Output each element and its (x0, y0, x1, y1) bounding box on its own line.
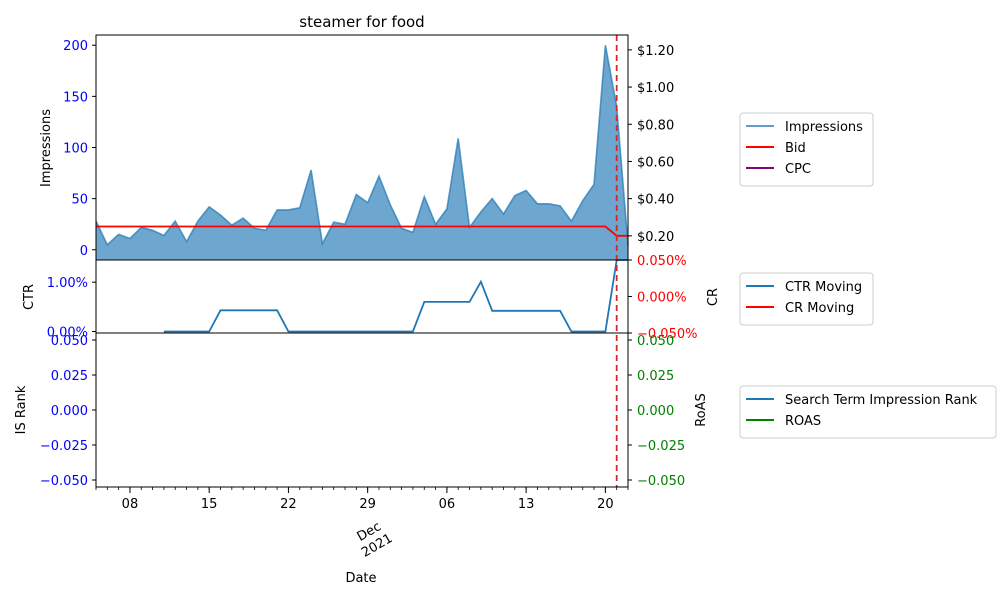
roas-ytick-label: 0.050 (637, 334, 674, 349)
impressions-ytick-label: 200 (63, 39, 88, 54)
is-rank-ytick-label: 0.050 (51, 334, 88, 349)
impressions-area (96, 45, 628, 261)
y-axis-label-impressions: Impressions (39, 109, 54, 187)
roas-ytick-label: 0.000 (637, 404, 674, 419)
roas-ytick-label: −0.050 (637, 474, 685, 489)
legend-label: CR Moving (785, 301, 854, 316)
x-tick-label: 13 (518, 497, 535, 512)
y2-axis-label-cr: CR (706, 288, 721, 306)
legend-label: Search Term Impression Rank (785, 393, 978, 408)
is-rank-ytick-label: 0.025 (51, 369, 88, 384)
y-axis-label-is-rank: IS Rank (14, 385, 29, 434)
legend-label: CTR Moving (785, 280, 862, 295)
plot-layer: 0 50 100 150 200 $0.20 $0.40 $0.60 $0.80 $1.00 $1.… (40, 34, 697, 512)
x-axis-label: Date (345, 571, 376, 586)
ctr-ytick-label: 0.00% (47, 326, 88, 341)
x-sublabel: Dec 2021 (355, 519, 396, 560)
y2-axis-label-roas: RoAS (694, 393, 709, 427)
x-tick-label: 22 (280, 497, 297, 512)
impressions-ytick-label: 50 (71, 193, 88, 208)
cr-ytick-label: 0.000% (637, 291, 687, 306)
x-tick-label: 06 (439, 497, 456, 512)
bid-ytick-label: $0.40 (637, 193, 674, 208)
roas-ytick-label: −0.025 (637, 439, 685, 454)
cr-ytick-label: −0.050% (637, 327, 697, 342)
x-tick-label: 15 (201, 497, 218, 512)
bid-line (96, 225, 628, 237)
legend-label: Impressions (785, 120, 863, 135)
is-rank-ytick-label: −0.025 (40, 439, 88, 454)
roas-ytick-label: 0.025 (637, 369, 674, 384)
bid-ytick-label: $0.20 (637, 230, 674, 245)
panel-frame (95, 332, 629, 488)
legend-label: ROAS (785, 414, 821, 429)
x-tick-label: 29 (359, 497, 376, 512)
ctr-moving-line (163, 259, 628, 333)
bid-ytick-label: $1.00 (637, 81, 674, 96)
cr-ytick-label: 0.050% (637, 254, 687, 269)
bid-ytick-label: $0.60 (637, 155, 674, 170)
legend-label: Bid (785, 141, 806, 156)
panel-frame (95, 259, 629, 334)
impressions-ytick-label: 100 (63, 142, 88, 157)
chart-title: steamer for food (299, 13, 424, 31)
legend-box (739, 385, 997, 439)
bid-ytick-label: $1.20 (637, 44, 674, 59)
impressions-line (95, 45, 629, 247)
legend-layer: Impressions Bid CPC CTR Moving CR Moving Sear… (739, 112, 997, 439)
ctr-ytick-label: 1.00% (47, 276, 88, 291)
bid-ytick-label: $0.80 (637, 118, 674, 133)
is-rank-ytick-label: 0.000 (51, 404, 88, 419)
is-rank-ytick-label: −0.050 (40, 474, 88, 489)
impressions-ytick-label: 150 (63, 90, 88, 105)
impressions-ytick-label: 0 (80, 244, 88, 259)
legend-label: CPC (785, 162, 811, 177)
y-axis-label-ctr: CTR (22, 284, 37, 310)
x-tick-label: 20 (597, 497, 614, 512)
x-tick-label: 08 (122, 497, 139, 512)
